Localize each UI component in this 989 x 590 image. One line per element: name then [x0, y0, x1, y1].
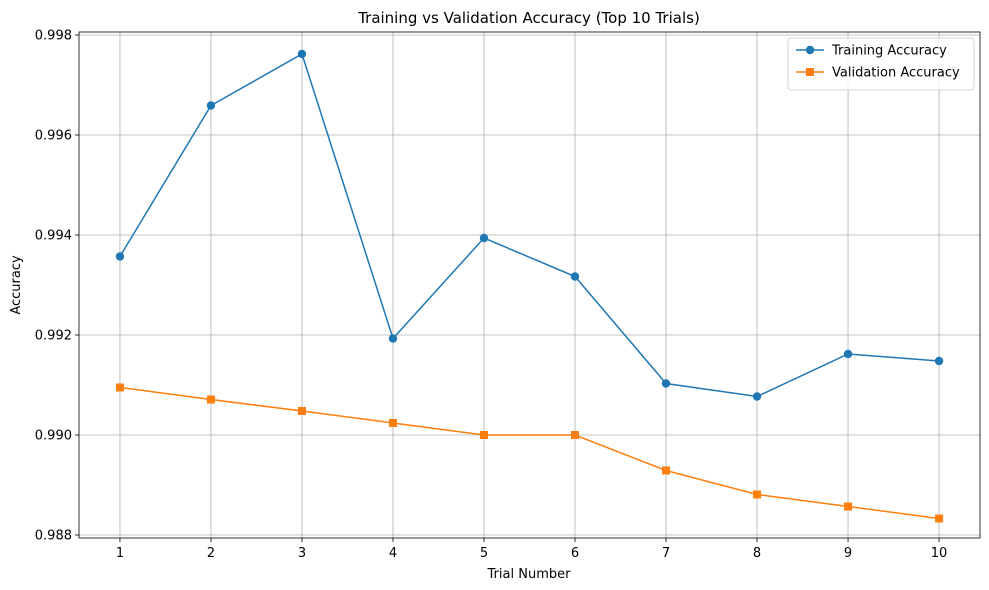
axes: 1 2 3 4 5 6 7 8 9 10 0.988 0.990 0.992 0.994 0.996 0.99…: [35, 29, 981, 561]
data-point: [479, 233, 489, 243]
data-point: [479, 431, 488, 439]
series-line: [119, 386, 940, 520]
data-point: [934, 356, 944, 366]
data-point: [571, 431, 580, 439]
legend-label: Training Accuracy: [831, 44, 947, 59]
data-point: [388, 334, 398, 343]
x-tick-label: 9: [844, 546, 852, 561]
x-tick-label: 1: [116, 546, 124, 561]
y-tick-label: 0.996: [35, 129, 72, 144]
x-tick-label: 8: [753, 546, 761, 561]
data-point: [570, 272, 580, 281]
data-point: [935, 514, 944, 523]
data-point: [661, 379, 671, 388]
series-0: [115, 49, 944, 401]
x-tick-label: 6: [571, 546, 579, 561]
legend-label: Validation Accuracy: [832, 66, 960, 81]
legend: Training Accuracy Validation Accuracy: [787, 37, 975, 91]
plot-frame: [78, 31, 981, 539]
data-point: [115, 383, 124, 392]
x-tick-label: 4: [389, 546, 397, 561]
x-tick-label: 5: [480, 546, 488, 561]
y-tick-label: 0.998: [35, 29, 72, 44]
x-tick-label: 2: [207, 546, 215, 561]
data-point: [753, 490, 762, 499]
data-point: [297, 49, 307, 59]
data-point: [662, 466, 671, 475]
legend-marker: [806, 68, 814, 76]
data-point: [206, 101, 216, 110]
legend-entry: Training Accuracy: [796, 44, 947, 59]
series-layer: [115, 49, 944, 523]
series-line: [119, 52, 940, 398]
data-point: [388, 419, 397, 427]
legend-entry: Validation Accuracy: [796, 66, 960, 81]
data-point: [115, 252, 125, 261]
series-1: [115, 383, 944, 523]
grid: [79, 32, 980, 538]
data-point: [844, 502, 853, 511]
x-tick-label: 7: [662, 546, 670, 561]
legend-marker: [805, 45, 815, 55]
data-point: [752, 392, 762, 401]
x-axis-label: Trial Number: [487, 567, 572, 582]
y-axis-label: Accuracy: [9, 255, 24, 315]
legend-box: [787, 37, 975, 91]
x-tick-label: 10: [931, 546, 948, 561]
y-tick-label: 0.992: [35, 329, 72, 344]
y-tick-label: 0.994: [35, 229, 72, 244]
x-tick-label: 3: [298, 546, 306, 561]
data-point: [297, 407, 306, 415]
data-point: [206, 395, 215, 404]
y-tick-label: 0.988: [35, 529, 72, 544]
y-tick-label: 0.990: [35, 429, 72, 444]
chart-title: Training vs Validation Accuracy (Top 10 …: [357, 9, 700, 27]
data-point: [843, 349, 853, 359]
